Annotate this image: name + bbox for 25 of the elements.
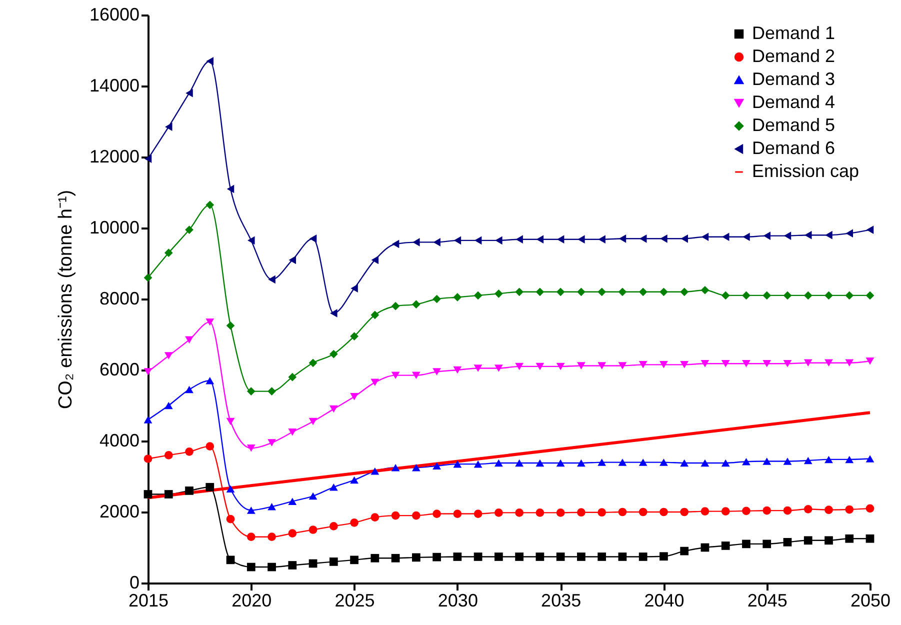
legend-label: Demand 4 [752, 92, 836, 112]
x-tick-label: 2050 [850, 590, 891, 610]
x-tick-label: 2040 [644, 590, 684, 610]
y-tick-label: 2000 [99, 502, 140, 522]
y-tick-label: 14000 [89, 76, 140, 96]
y-tick-label: 10000 [89, 218, 140, 238]
y-tick-label: 4000 [99, 430, 140, 450]
y-tick-label: 6000 [99, 360, 140, 380]
y-tick-label: 12000 [89, 146, 140, 166]
legend-label: Emission cap [752, 161, 860, 181]
legend-label: Demand 1 [752, 23, 836, 43]
y-tick-label: 0 [129, 572, 140, 592]
legend-label: Demand 6 [752, 138, 836, 158]
y-axis-title: CO₂ emissions (tonne h⁻¹) [55, 190, 76, 410]
legend-label: Demand 2 [752, 46, 836, 66]
y-tick-label: 16000 [89, 4, 140, 24]
legend-label: Demand 5 [752, 115, 836, 135]
x-tick-label: 2045 [747, 590, 788, 610]
x-tick-label: 2020 [232, 590, 272, 610]
y-tick-label: 8000 [99, 288, 140, 308]
x-tick-label: 2015 [128, 590, 169, 610]
x-tick-label: 2025 [334, 590, 375, 610]
x-tick-label: 2030 [438, 590, 478, 610]
x-tick-label: 2035 [541, 590, 582, 610]
legend-label: Demand 3 [752, 69, 836, 89]
